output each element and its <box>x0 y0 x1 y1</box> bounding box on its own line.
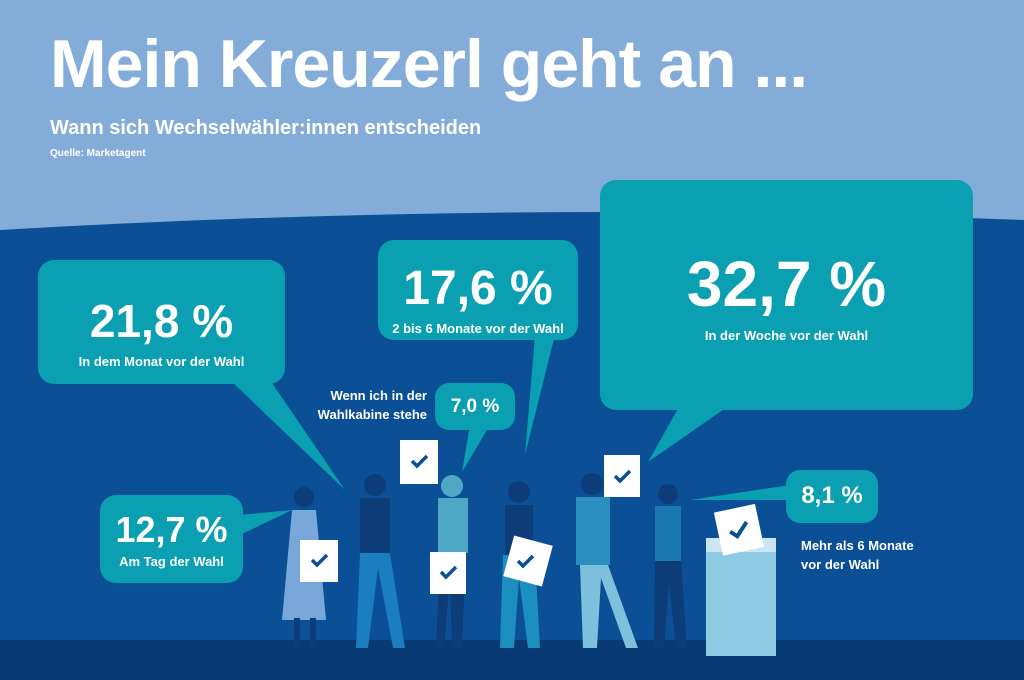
bubble-2-6-months: 17,6 % 2 bis 6 Monate vor der Wahl <box>378 240 578 340</box>
source-note: Quelle: Marketagent <box>50 148 146 159</box>
bubble-election-day: 12,7 % Am Tag der Wahl <box>100 495 243 583</box>
bubble-more-than-6-months: 8,1 % <box>786 470 878 523</box>
value-label: 32,7 % <box>686 248 887 320</box>
page-title: Mein Kreuzerl geht an ... <box>50 26 808 102</box>
category-label: 2 bis 6 Monate vor der Wahl <box>392 321 564 336</box>
category-label: Am Tag der Wahl <box>119 554 224 569</box>
label-line: vor der Wahl <box>801 557 880 572</box>
label-line: Mehr als 6 Monate <box>801 538 914 553</box>
bubble-week-before: 32,7 % In der Woche vor der Wahl <box>600 180 973 410</box>
value-label: 8,1 % <box>801 482 863 509</box>
value-label: 21,8 % <box>89 295 234 347</box>
label-line: Wahlkabine stehe <box>317 407 427 422</box>
ballot-box-illustration <box>706 503 776 656</box>
value-label: 12,7 % <box>115 509 228 550</box>
value-label: 7,0 % <box>450 396 500 417</box>
category-label: In dem Monat vor der Wahl <box>78 354 245 369</box>
wahlkabine-label: Wenn ich in der Wahlkabine stehe <box>290 386 427 424</box>
bubble-wahlkabine: 7,0 % <box>435 383 515 430</box>
six-months-label: Mehr als 6 Monate vor der Wahl <box>801 536 914 574</box>
category-label: In der Woche vor der Wahl <box>704 328 869 343</box>
page-subtitle: Wann sich Wechselwähler:innen entscheide… <box>50 117 482 139</box>
label-line: Wenn ich in der <box>330 388 427 403</box>
people-illustration <box>282 440 687 648</box>
bubble-month-before: 21,8 % In dem Monat vor der Wahl <box>38 260 285 384</box>
value-label: 17,6 % <box>403 262 553 315</box>
